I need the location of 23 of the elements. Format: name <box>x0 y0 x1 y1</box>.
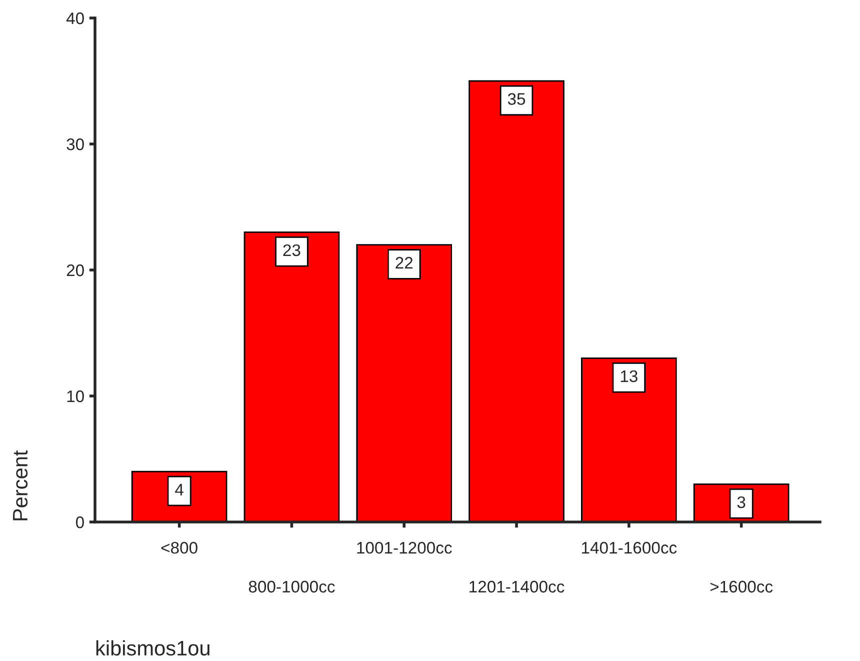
bar <box>581 358 677 522</box>
x-tick-label: 800-1000cc <box>248 580 335 593</box>
y-tick-label: 0 <box>76 516 84 528</box>
y-tick-label: 20 <box>66 264 84 276</box>
bar <box>244 232 340 522</box>
y-tick-label: 10 <box>67 390 84 402</box>
x-tick-label: <800 <box>161 542 198 554</box>
y-tick-label: 30 <box>66 138 84 150</box>
x-axis-title: kibismos1ou <box>96 640 210 656</box>
y-axis-title: Percent <box>13 450 28 520</box>
x-tick-label: 1201-1400cc <box>470 580 564 593</box>
bar <box>356 244 452 522</box>
x-tick-label: 1401-1600cc <box>582 542 677 554</box>
x-tick-label: 1001-1200cc <box>357 542 452 554</box>
data-label: 13 <box>620 370 638 382</box>
data-label: 35 <box>508 93 526 105</box>
data-label: 22 <box>396 256 413 269</box>
x-tick-label: >1600cc <box>710 580 773 593</box>
data-label: 3 <box>737 496 746 508</box>
data-label: 23 <box>283 244 300 256</box>
bar <box>468 80 564 522</box>
data-label: 4 <box>175 484 184 496</box>
y-tick-label: 40 <box>66 12 84 24</box>
